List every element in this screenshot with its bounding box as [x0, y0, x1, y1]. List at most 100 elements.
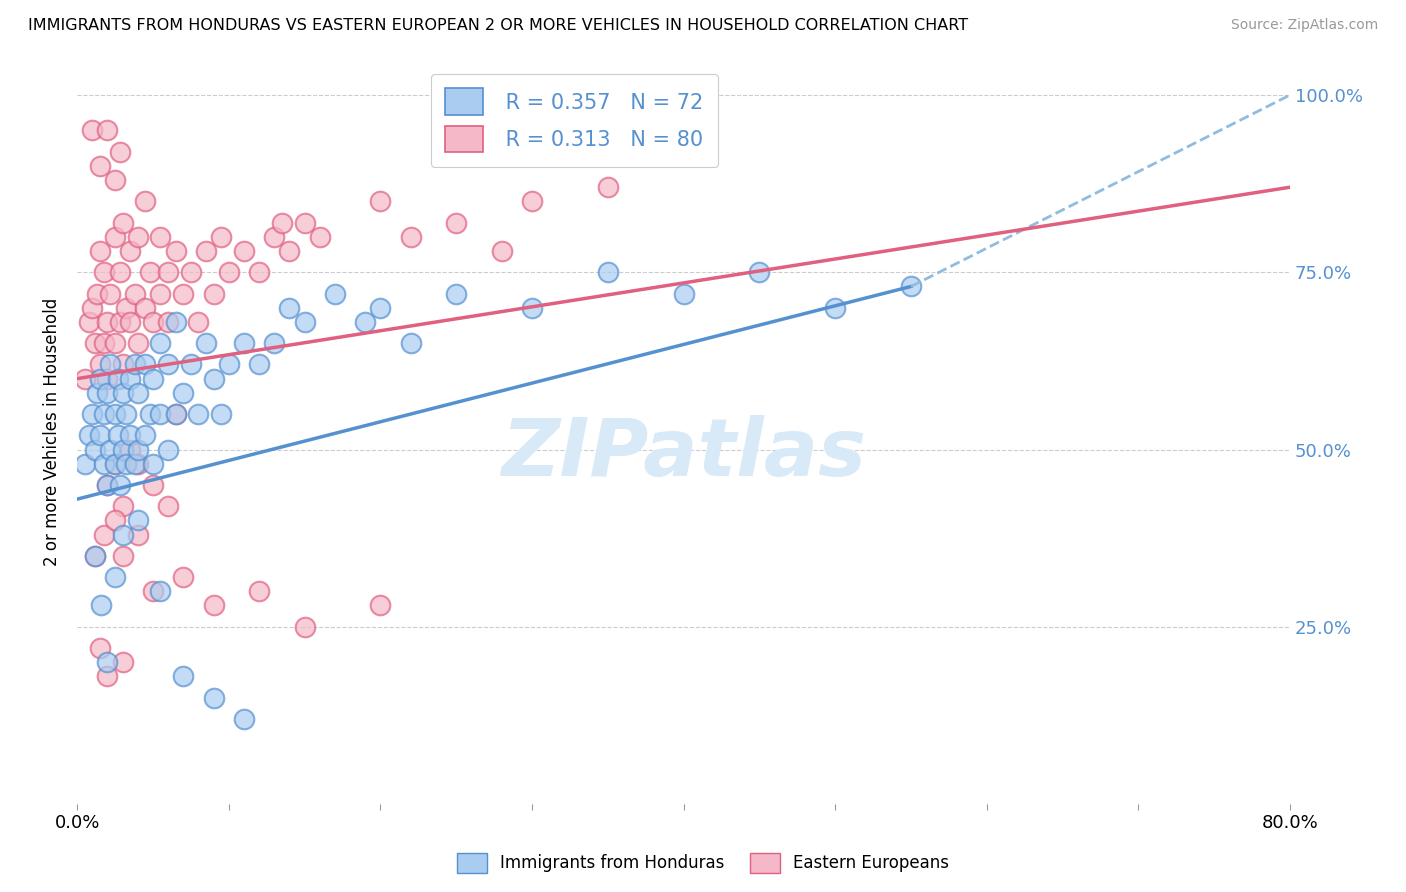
Point — [278, 244, 301, 258]
Point — [96, 315, 118, 329]
Point — [84, 549, 107, 563]
Point — [111, 655, 134, 669]
Point — [824, 301, 846, 315]
Point — [672, 286, 695, 301]
Point — [114, 301, 136, 315]
Point — [370, 301, 392, 315]
Point — [100, 358, 122, 372]
Point — [84, 336, 107, 351]
Point — [108, 145, 131, 159]
Point — [180, 358, 202, 372]
Point — [93, 265, 115, 279]
Point — [127, 336, 149, 351]
Point — [111, 385, 134, 400]
Point — [399, 336, 422, 351]
Point — [120, 428, 142, 442]
Point — [108, 265, 131, 279]
Legend:  R = 0.357   N = 72,  R = 0.313   N = 80: R = 0.357 N = 72, R = 0.313 N = 80 — [430, 74, 718, 167]
Point — [370, 599, 392, 613]
Point — [172, 669, 194, 683]
Point — [100, 442, 122, 457]
Point — [748, 265, 770, 279]
Point — [218, 265, 240, 279]
Point — [93, 527, 115, 541]
Point — [120, 315, 142, 329]
Point — [124, 358, 146, 372]
Point — [194, 244, 217, 258]
Point — [89, 371, 111, 385]
Point — [120, 371, 142, 385]
Point — [111, 442, 134, 457]
Point — [444, 286, 467, 301]
Point — [127, 230, 149, 244]
Point — [354, 315, 377, 329]
Point — [114, 457, 136, 471]
Point — [270, 216, 292, 230]
Point — [202, 371, 225, 385]
Point — [399, 230, 422, 244]
Point — [294, 216, 316, 230]
Point — [134, 428, 156, 442]
Point — [149, 286, 172, 301]
Y-axis label: 2 or more Vehicles in Household: 2 or more Vehicles in Household — [44, 298, 60, 566]
Point — [149, 407, 172, 421]
Point — [596, 180, 619, 194]
Point — [157, 265, 180, 279]
Point — [323, 286, 346, 301]
Point — [370, 194, 392, 209]
Point — [96, 478, 118, 492]
Point — [104, 457, 127, 471]
Point — [218, 358, 240, 372]
Point — [127, 442, 149, 457]
Point — [90, 599, 112, 613]
Point — [308, 230, 330, 244]
Point — [134, 194, 156, 209]
Legend: Immigrants from Honduras, Eastern Europeans: Immigrants from Honduras, Eastern Europe… — [450, 847, 956, 880]
Point — [157, 500, 180, 514]
Point — [100, 286, 122, 301]
Point — [93, 407, 115, 421]
Point — [96, 655, 118, 669]
Point — [165, 315, 187, 329]
Point — [107, 428, 129, 442]
Point — [77, 315, 100, 329]
Point — [900, 279, 922, 293]
Point — [89, 358, 111, 372]
Point — [232, 336, 254, 351]
Point — [180, 265, 202, 279]
Point — [149, 230, 172, 244]
Point — [84, 549, 107, 563]
Point — [89, 428, 111, 442]
Point — [172, 286, 194, 301]
Point — [139, 265, 162, 279]
Point — [93, 336, 115, 351]
Point — [209, 230, 232, 244]
Point — [73, 457, 96, 471]
Point — [89, 159, 111, 173]
Point — [149, 336, 172, 351]
Point — [111, 500, 134, 514]
Point — [194, 336, 217, 351]
Text: IMMIGRANTS FROM HONDURAS VS EASTERN EUROPEAN 2 OR MORE VEHICLES IN HOUSEHOLD COR: IMMIGRANTS FROM HONDURAS VS EASTERN EURO… — [28, 18, 969, 33]
Point — [142, 478, 165, 492]
Point — [142, 315, 165, 329]
Point — [111, 527, 134, 541]
Point — [232, 244, 254, 258]
Point — [104, 173, 127, 187]
Point — [111, 549, 134, 563]
Point — [127, 527, 149, 541]
Point — [142, 584, 165, 599]
Point — [77, 428, 100, 442]
Point — [491, 244, 513, 258]
Point — [294, 315, 316, 329]
Point — [104, 513, 127, 527]
Point — [247, 584, 270, 599]
Point — [202, 690, 225, 705]
Point — [263, 336, 285, 351]
Point — [202, 599, 225, 613]
Point — [111, 358, 134, 372]
Point — [263, 230, 285, 244]
Point — [247, 265, 270, 279]
Text: ZIPatlas: ZIPatlas — [501, 415, 866, 493]
Point — [124, 457, 146, 471]
